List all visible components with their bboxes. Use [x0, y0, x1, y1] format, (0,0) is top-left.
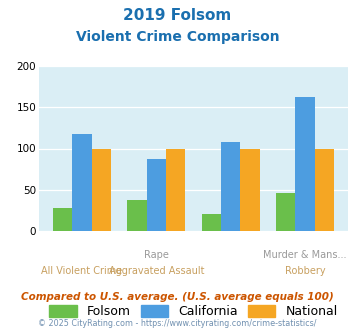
Bar: [202, 214, 221, 231]
Bar: [221, 142, 240, 231]
Text: Aggravated Assault: Aggravated Assault: [109, 266, 204, 276]
Text: Robbery: Robbery: [285, 266, 325, 276]
Text: All Violent Crime: All Violent Crime: [42, 266, 123, 276]
Text: Compared to U.S. average. (U.S. average equals 100): Compared to U.S. average. (U.S. average …: [21, 292, 334, 302]
Bar: [147, 159, 166, 231]
Legend: Folsom, California, National: Folsom, California, National: [44, 300, 343, 323]
Bar: [127, 200, 147, 231]
Bar: [53, 208, 72, 231]
Bar: [166, 148, 185, 231]
Bar: [276, 193, 295, 231]
Text: © 2025 CityRating.com - https://www.cityrating.com/crime-statistics/: © 2025 CityRating.com - https://www.city…: [38, 319, 317, 328]
Bar: [295, 97, 315, 231]
Bar: [240, 148, 260, 231]
Text: Rape: Rape: [144, 250, 169, 260]
Text: Murder & Mans...: Murder & Mans...: [263, 250, 346, 260]
Text: Violent Crime Comparison: Violent Crime Comparison: [76, 30, 279, 44]
Bar: [92, 148, 111, 231]
Text: 2019 Folsom: 2019 Folsom: [124, 8, 231, 23]
Bar: [315, 148, 334, 231]
Bar: [72, 135, 92, 231]
